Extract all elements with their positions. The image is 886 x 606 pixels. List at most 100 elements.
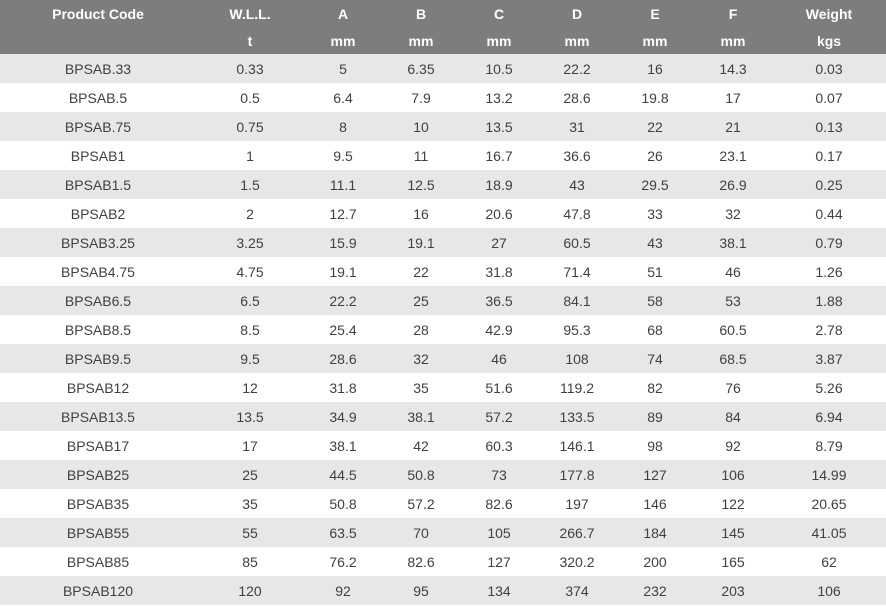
header-weight: Weight xyxy=(772,0,886,27)
cell-f: 46 xyxy=(694,257,772,286)
cell-product-code: BPSAB85 xyxy=(0,547,196,576)
cell-e: 232 xyxy=(616,576,694,605)
cell-e: 184 xyxy=(616,518,694,547)
cell-product-code: BPSAB2 xyxy=(0,199,196,228)
cell-f: 23.1 xyxy=(694,141,772,170)
cell-b: 25 xyxy=(382,286,460,315)
cell-f: 122 xyxy=(694,489,772,518)
cell-f: 165 xyxy=(694,547,772,576)
cell-d: 320.2 xyxy=(538,547,616,576)
cell-f: 26.9 xyxy=(694,170,772,199)
table-row: BPSAB6.5 6.5 22.2 25 36.5 84.1 58 53 1.88 xyxy=(0,286,886,315)
cell-product-code: BPSAB17 xyxy=(0,431,196,460)
cell-weight: 3.87 xyxy=(772,344,886,373)
cell-c: 51.6 xyxy=(460,373,538,402)
cell-weight: 1.88 xyxy=(772,286,886,315)
cell-wll: 12 xyxy=(196,373,304,402)
cell-a: 38.1 xyxy=(304,431,382,460)
cell-d: 95.3 xyxy=(538,315,616,344)
cell-weight: 0.03 xyxy=(772,54,886,83)
cell-a: 22.2 xyxy=(304,286,382,315)
cell-d: 133.5 xyxy=(538,402,616,431)
table-body: BPSAB.33 0.33 5 6.35 10.5 22.2 16 14.3 0.03 BPSAB… xyxy=(0,54,886,605)
cell-a: 15.9 xyxy=(304,228,382,257)
cell-f: 203 xyxy=(694,576,772,605)
cell-a: 44.5 xyxy=(304,460,382,489)
cell-b: 11 xyxy=(382,141,460,170)
unit-c: mm xyxy=(460,27,538,54)
cell-wll: 6.5 xyxy=(196,286,304,315)
cell-weight: 0.13 xyxy=(772,112,886,141)
table-row: BPSAB17 17 38.1 42 60.3 146.1 98 92 8.79 xyxy=(0,431,886,460)
cell-e: 43 xyxy=(616,228,694,257)
cell-a: 11.1 xyxy=(304,170,382,199)
cell-f: 68.5 xyxy=(694,344,772,373)
cell-wll: 17 xyxy=(196,431,304,460)
cell-c: 134 xyxy=(460,576,538,605)
cell-c: 57.2 xyxy=(460,402,538,431)
cell-e: 26 xyxy=(616,141,694,170)
cell-product-code: BPSAB.33 xyxy=(0,54,196,83)
cell-wll: 1 xyxy=(196,141,304,170)
cell-product-code: BPSAB35 xyxy=(0,489,196,518)
cell-e: 22 xyxy=(616,112,694,141)
cell-d: 43 xyxy=(538,170,616,199)
cell-e: 200 xyxy=(616,547,694,576)
cell-e: 74 xyxy=(616,344,694,373)
cell-a: 25.4 xyxy=(304,315,382,344)
cell-weight: 41.05 xyxy=(772,518,886,547)
table-row: BPSAB8.5 8.5 25.4 28 42.9 95.3 68 60.5 2.78 xyxy=(0,315,886,344)
cell-weight: 0.07 xyxy=(772,83,886,112)
table-header: Product Code W.L.L. A B C D E F Weight t… xyxy=(0,0,886,54)
cell-product-code: BPSAB4.75 xyxy=(0,257,196,286)
cell-wll: 120 xyxy=(196,576,304,605)
cell-product-code: BPSAB12 xyxy=(0,373,196,402)
table-row: BPSAB3.25 3.25 15.9 19.1 27 60.5 43 38.1 0.79 xyxy=(0,228,886,257)
cell-c: 82.6 xyxy=(460,489,538,518)
cell-wll: 55 xyxy=(196,518,304,547)
header-a: A xyxy=(304,0,382,27)
cell-wll: 0.75 xyxy=(196,112,304,141)
cell-e: 19.8 xyxy=(616,83,694,112)
cell-b: 95 xyxy=(382,576,460,605)
cell-a: 12.7 xyxy=(304,199,382,228)
cell-a: 6.4 xyxy=(304,83,382,112)
cell-weight: 20.65 xyxy=(772,489,886,518)
cell-wll: 4.75 xyxy=(196,257,304,286)
cell-c: 46 xyxy=(460,344,538,373)
cell-d: 146.1 xyxy=(538,431,616,460)
header-product-code: Product Code xyxy=(0,0,196,27)
cell-product-code: BPSAB.75 xyxy=(0,112,196,141)
table-row: BPSAB.5 0.5 6.4 7.9 13.2 28.6 19.8 17 0.07 xyxy=(0,83,886,112)
cell-wll: 85 xyxy=(196,547,304,576)
cell-d: 47.8 xyxy=(538,199,616,228)
cell-b: 70 xyxy=(382,518,460,547)
unit-f: mm xyxy=(694,27,772,54)
cell-a: 50.8 xyxy=(304,489,382,518)
cell-b: 35 xyxy=(382,373,460,402)
cell-d: 71.4 xyxy=(538,257,616,286)
unit-a: mm xyxy=(304,27,382,54)
cell-c: 105 xyxy=(460,518,538,547)
cell-d: 60.5 xyxy=(538,228,616,257)
cell-d: 266.7 xyxy=(538,518,616,547)
cell-product-code: BPSAB25 xyxy=(0,460,196,489)
cell-a: 31.8 xyxy=(304,373,382,402)
cell-product-code: BPSAB55 xyxy=(0,518,196,547)
cell-product-code: BPSAB1 xyxy=(0,141,196,170)
unit-b: mm xyxy=(382,27,460,54)
cell-weight: 0.17 xyxy=(772,141,886,170)
cell-e: 58 xyxy=(616,286,694,315)
cell-f: 76 xyxy=(694,373,772,402)
cell-c: 10.5 xyxy=(460,54,538,83)
header-d: D xyxy=(538,0,616,27)
cell-c: 16.7 xyxy=(460,141,538,170)
header-b: B xyxy=(382,0,460,27)
cell-e: 89 xyxy=(616,402,694,431)
cell-wll: 25 xyxy=(196,460,304,489)
cell-wll: 3.25 xyxy=(196,228,304,257)
cell-e: 127 xyxy=(616,460,694,489)
cell-c: 73 xyxy=(460,460,538,489)
cell-b: 22 xyxy=(382,257,460,286)
